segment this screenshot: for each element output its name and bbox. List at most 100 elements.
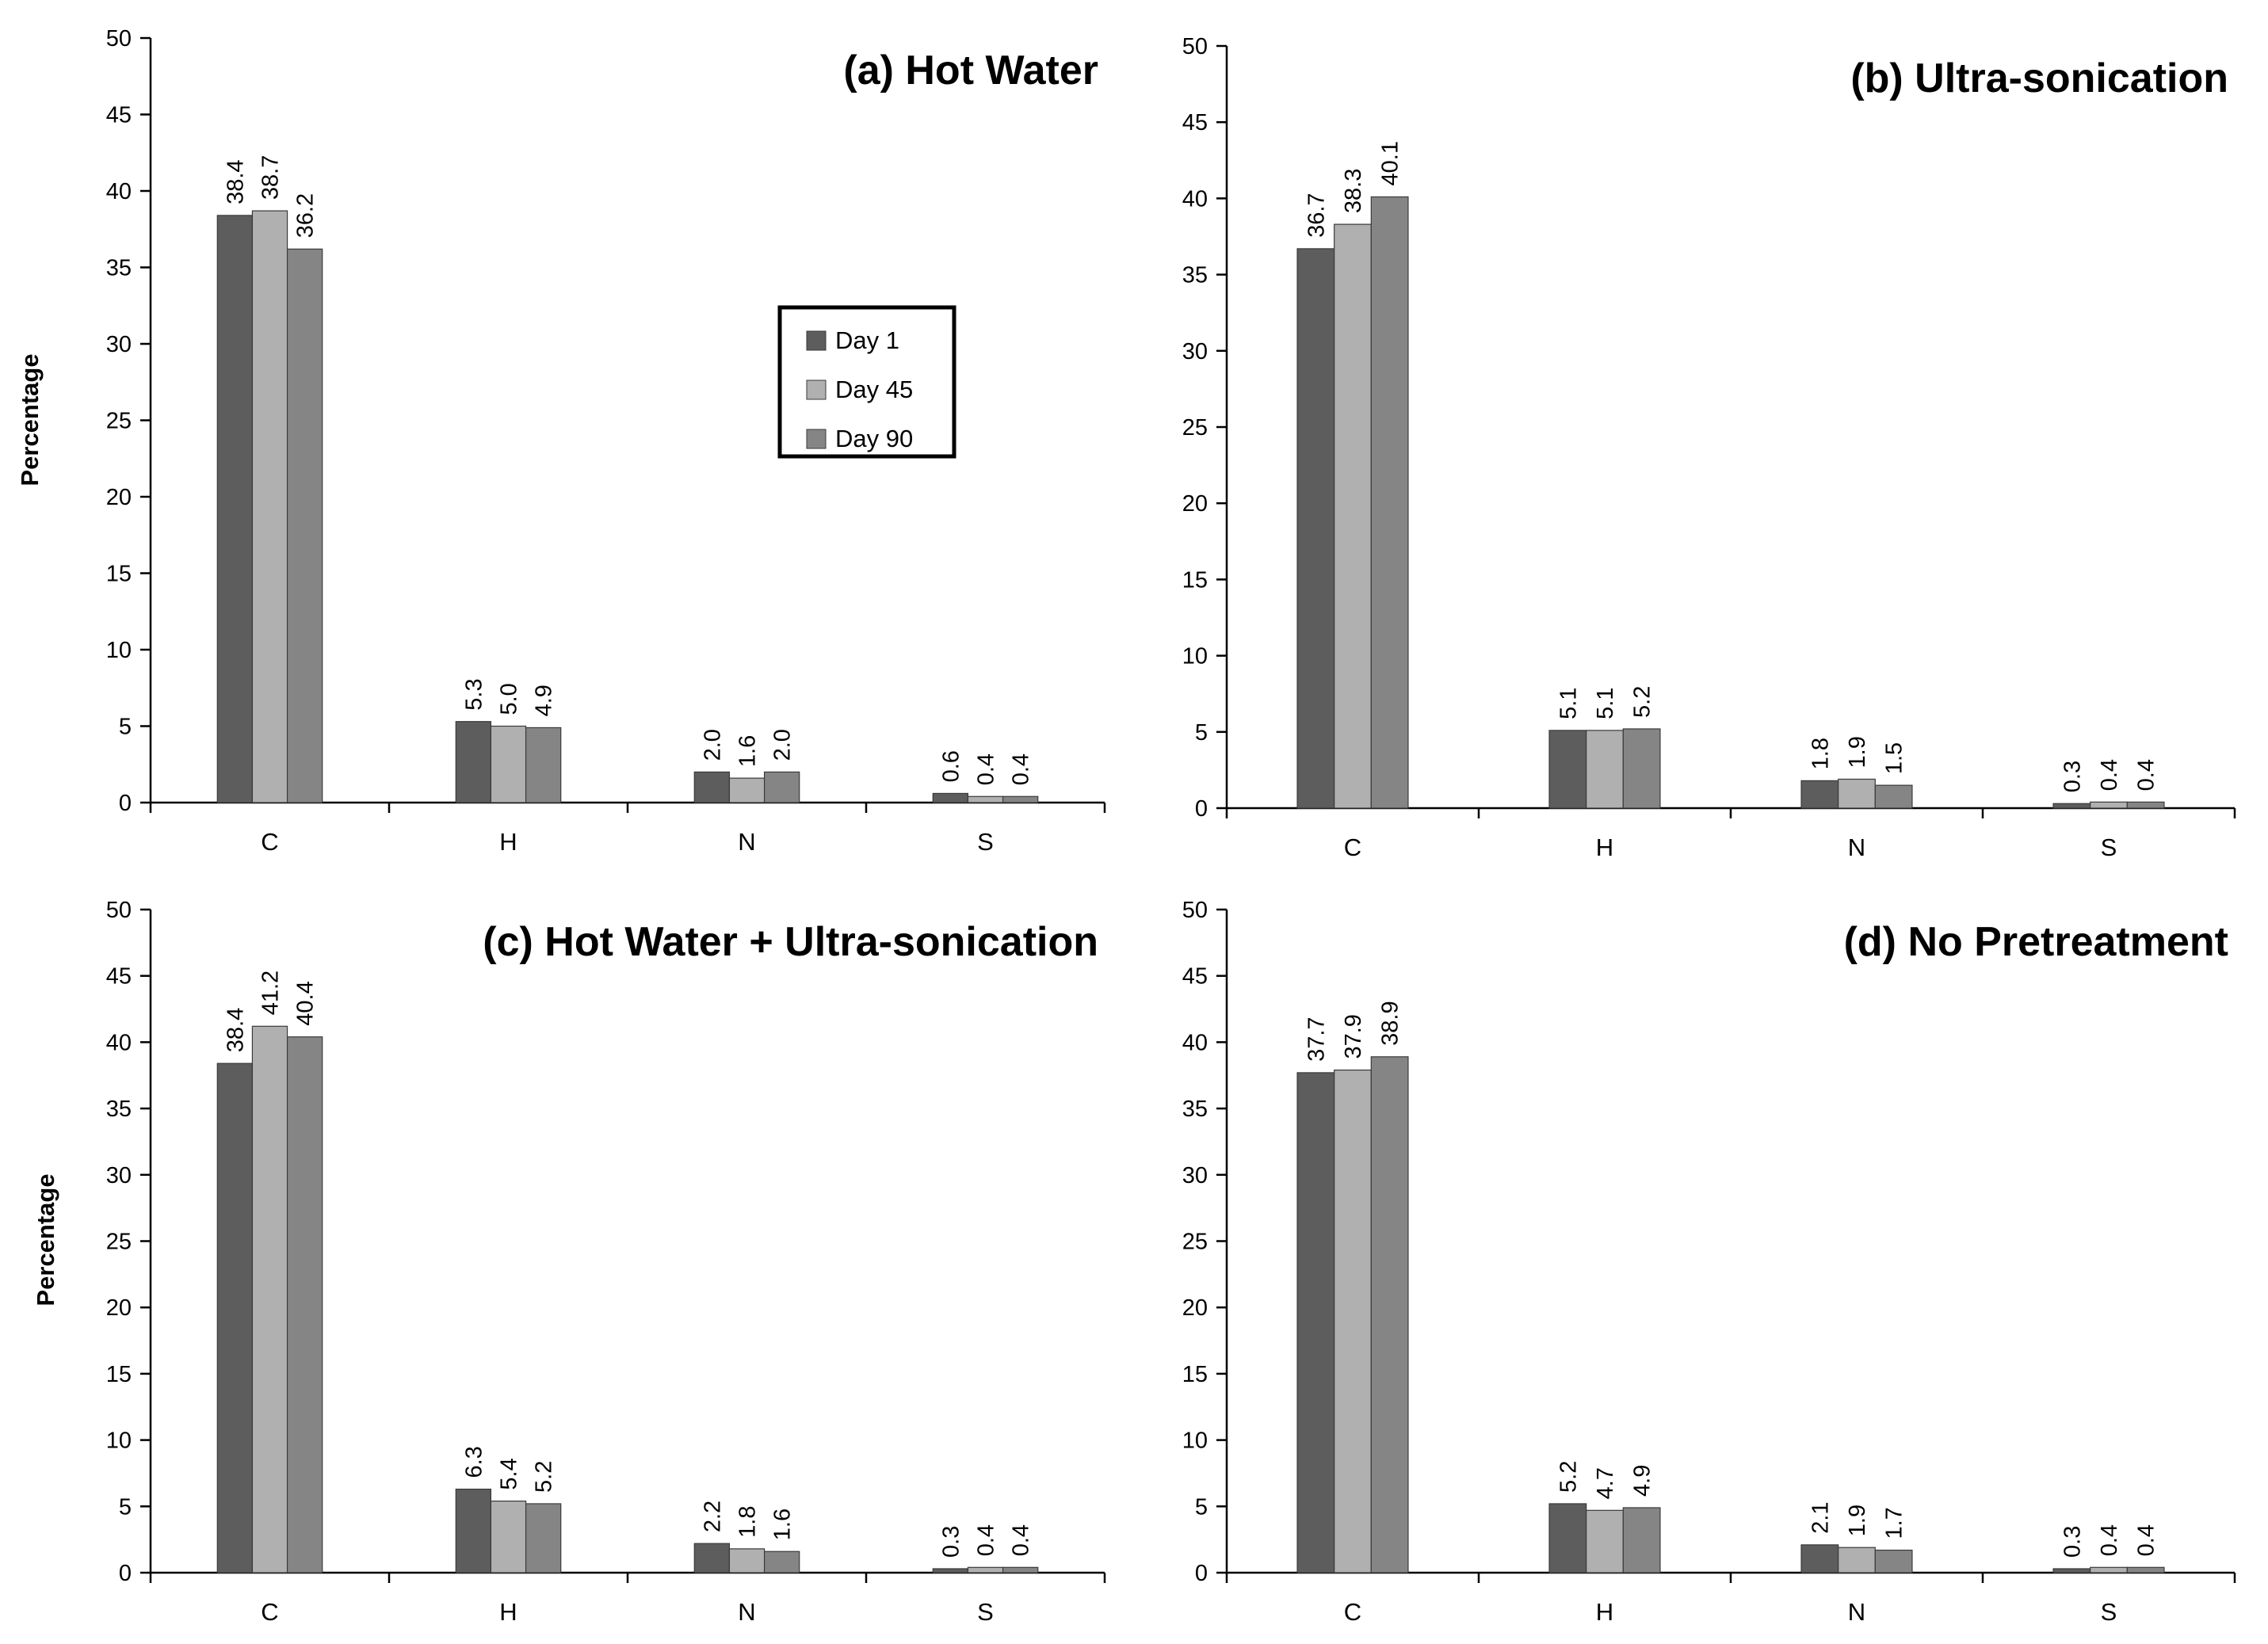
y-tick-label: 15	[1182, 567, 1208, 593]
y-tick-label: 50	[106, 898, 132, 923]
y-tick-label: 30	[1182, 339, 1208, 364]
category-label: S	[977, 828, 994, 856]
y-tick-label: 40	[1182, 1030, 1208, 1055]
legend-label: Day 45	[835, 376, 913, 403]
data-label: 40.4	[293, 981, 319, 1025]
y-tick-label: 0	[1195, 1561, 1208, 1586]
category-label: C	[261, 828, 278, 856]
bar-day-1-n	[1800, 1544, 1839, 1573]
data-label: 1.6	[735, 735, 761, 767]
y-tick-label: 25	[106, 1230, 132, 1255]
bar-day-45-s	[967, 1566, 1004, 1573]
data-label: 1.8	[1808, 738, 1833, 769]
bar-day-1-c	[1296, 248, 1335, 809]
data-label: 2.1	[1808, 1502, 1833, 1534]
y-tick-label: 20	[106, 1295, 132, 1321]
y-tick-label: 40	[106, 1030, 132, 1055]
legend-swatch	[806, 330, 827, 351]
category-label: S	[2101, 833, 2117, 861]
data-label: 0.4	[1009, 1524, 1034, 1556]
category-label: N	[1848, 1598, 1865, 1626]
category-label: N	[738, 828, 755, 856]
data-label: 0.4	[2097, 759, 2122, 791]
data-label: 1.6	[770, 1509, 796, 1540]
bar-day-1-s	[2052, 803, 2091, 809]
bar-day-1-n	[1800, 780, 1839, 809]
y-tick-label: 45	[1182, 964, 1208, 990]
y-tick-label: 0	[1195, 796, 1208, 822]
data-label: 6.3	[461, 1446, 487, 1478]
legend-label: Day 1	[835, 326, 899, 354]
bar-day-1-c	[216, 215, 254, 803]
category-label: N	[1848, 833, 1865, 861]
bar-day-45-n	[728, 777, 766, 803]
y-tick-label: 5	[119, 715, 132, 740]
bar-day-90-c	[286, 248, 323, 803]
y-axis-label: Percentage	[32, 1173, 59, 1306]
category-label: C	[1344, 833, 1361, 861]
bar-day-45-s	[2090, 1566, 2128, 1573]
bar-day-90-n	[763, 1551, 800, 1573]
y-tick-label: 15	[106, 1362, 132, 1387]
y-tick-label: 25	[1182, 1230, 1208, 1255]
y-tick-label: 25	[106, 409, 132, 434]
bar-day-90-n	[1874, 1549, 1913, 1573]
data-label: 5.0	[497, 683, 522, 715]
data-label: 2.0	[770, 729, 796, 761]
bar-day-1-c	[1296, 1072, 1335, 1573]
y-tick-label: 10	[106, 1428, 132, 1454]
data-label: 2.2	[700, 1501, 725, 1532]
data-label: 5.1	[1556, 688, 1581, 719]
data-label: 0.4	[974, 753, 999, 785]
y-tick-label: 0	[119, 1561, 132, 1586]
bar-day-1-s	[2052, 1568, 2091, 1573]
data-label: 36.7	[1304, 193, 1329, 237]
y-tick-label: 50	[106, 26, 132, 51]
bar-day-45-h	[490, 1501, 527, 1573]
chart-panel-c: 0 5 10 15 20 25 30 35 40 45 50 38.4 41.2 40.4 C 6.3 5.4 5…	[32, 898, 1106, 1626]
y-tick-label: 5	[1195, 1494, 1208, 1520]
data-label: 1.5	[1882, 742, 1907, 774]
y-tick-label: 45	[1182, 110, 1208, 135]
y-tick-label: 40	[106, 179, 132, 204]
bar-day-90-h	[525, 1503, 562, 1573]
bar-day-1-h	[1548, 1503, 1587, 1573]
bar-day-90-h	[525, 727, 562, 803]
bar-day-45-c	[251, 1025, 288, 1573]
bar-day-1-n	[693, 771, 731, 803]
category-label: H	[499, 1598, 517, 1626]
bar-day-45-c	[1334, 1069, 1372, 1573]
data-label: 5.2	[532, 1461, 557, 1493]
data-label: 0.3	[2060, 761, 2085, 792]
y-tick-label: 35	[106, 256, 132, 281]
category-label: H	[1596, 833, 1613, 861]
bar-day-45-s	[2090, 801, 2128, 809]
y-tick-label: 5	[1195, 720, 1208, 746]
bar-day-45-h	[1586, 1509, 1624, 1573]
chart-title: (a) Hot Water	[843, 48, 1098, 93]
data-label: 1.9	[1845, 736, 1870, 768]
data-label: 38.4	[223, 1008, 248, 1052]
y-tick-label: 50	[1182, 898, 1208, 923]
bar-day-1-h	[455, 721, 492, 803]
y-tick-label: 20	[106, 485, 132, 510]
chart-title: (b) Ultra-sonication	[1850, 55, 2228, 101]
bar-day-45-n	[1838, 1547, 1876, 1573]
data-label: 0.4	[2134, 759, 2159, 791]
y-tick-label: 10	[106, 638, 132, 663]
data-label: 0.4	[1009, 753, 1034, 785]
y-tick-label: 5	[119, 1494, 132, 1520]
data-label: 4.9	[1630, 1465, 1655, 1497]
bar-day-1-s	[932, 792, 969, 803]
data-label: 0.3	[938, 1526, 964, 1558]
data-label: 0.4	[2134, 1524, 2159, 1556]
y-tick-label: 45	[106, 103, 132, 128]
bar-day-90-s	[1002, 795, 1039, 803]
data-label: 0.4	[2097, 1524, 2122, 1556]
chart-title: (d) No Pretreatment	[1844, 919, 2228, 965]
bar-day-90-h	[1622, 1507, 1661, 1573]
bar-day-1-h	[455, 1488, 492, 1573]
data-label: 36.2	[293, 193, 319, 238]
y-tick-label: 0	[119, 791, 132, 816]
chart-panel-a: 0 5 10 15 20 25 30 35 40 45 50 38.4 38.7 36.2 C 5.3 5.0 4…	[16, 26, 1106, 856]
